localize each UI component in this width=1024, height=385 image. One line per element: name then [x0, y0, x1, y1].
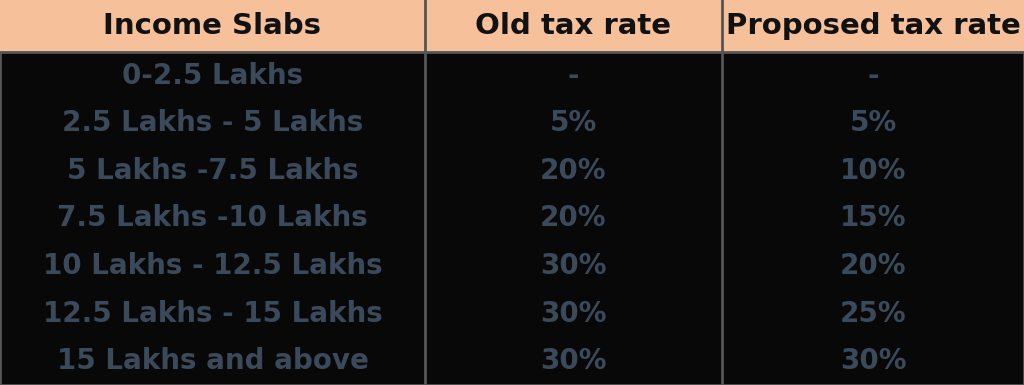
Text: 10 Lakhs - 12.5 Lakhs: 10 Lakhs - 12.5 Lakhs — [43, 252, 382, 280]
Text: Old tax rate: Old tax rate — [475, 12, 672, 40]
Text: 5 Lakhs -7.5 Lakhs: 5 Lakhs -7.5 Lakhs — [67, 157, 358, 185]
Text: 20%: 20% — [840, 252, 906, 280]
Text: 25%: 25% — [840, 300, 906, 328]
Text: 30%: 30% — [541, 347, 606, 375]
Text: 5%: 5% — [849, 109, 897, 137]
Text: 30%: 30% — [541, 300, 606, 328]
FancyBboxPatch shape — [0, 0, 1024, 52]
Text: -: - — [867, 62, 879, 90]
Text: 10%: 10% — [840, 157, 906, 185]
Text: 0-2.5 Lakhs: 0-2.5 Lakhs — [122, 62, 303, 90]
Text: 20%: 20% — [541, 204, 606, 233]
Text: Income Slabs: Income Slabs — [103, 12, 322, 40]
Text: 15%: 15% — [840, 204, 906, 233]
Text: -: - — [567, 62, 580, 90]
Text: 15 Lakhs and above: 15 Lakhs and above — [56, 347, 369, 375]
Text: 30%: 30% — [840, 347, 906, 375]
Text: 5%: 5% — [550, 109, 597, 137]
Text: 30%: 30% — [541, 252, 606, 280]
Text: Proposed tax rate: Proposed tax rate — [726, 12, 1020, 40]
Text: 2.5 Lakhs - 5 Lakhs: 2.5 Lakhs - 5 Lakhs — [61, 109, 364, 137]
Text: 20%: 20% — [541, 157, 606, 185]
Text: 7.5 Lakhs -10 Lakhs: 7.5 Lakhs -10 Lakhs — [57, 204, 368, 233]
Text: 12.5 Lakhs - 15 Lakhs: 12.5 Lakhs - 15 Lakhs — [43, 300, 382, 328]
